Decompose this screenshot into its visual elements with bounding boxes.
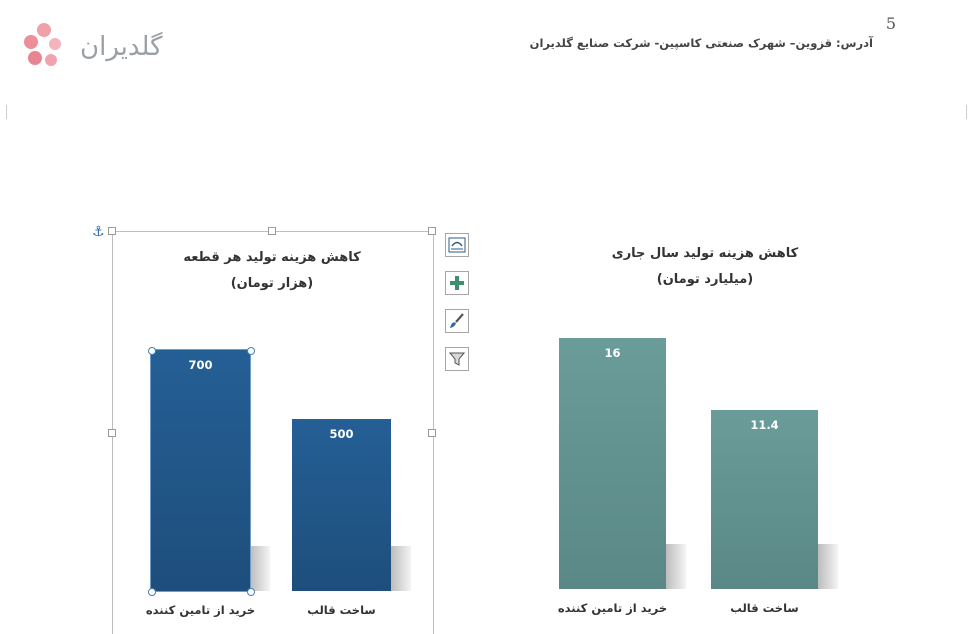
chart-filter-button[interactable] [445, 347, 469, 371]
chart-elements-button[interactable] [445, 271, 469, 295]
category-label: خرید از تامین کننده [145, 603, 256, 617]
bar-shadow [664, 544, 686, 589]
bar-shadow [389, 546, 411, 591]
chart-plot-right: 16 خرید از تامین کننده 11.4 ساخت قالب [520, 300, 880, 633]
chart-filter-icon [449, 352, 465, 366]
category-label: ساخت قالب [307, 603, 376, 617]
resize-handle[interactable] [108, 429, 116, 437]
flower-icon [24, 23, 61, 66]
bar[interactable] [711, 410, 818, 589]
layout-options-button[interactable] [445, 233, 469, 257]
category-label: ساخت قالب [730, 601, 799, 615]
margin-mark-right [966, 105, 973, 119]
margin-mark-left [0, 105, 7, 119]
anchor-icon[interactable]: ⚓ [92, 224, 105, 240]
chart-subtitle-right: (میلیارد تومان) [656, 272, 754, 287]
category-label: خرید از تامین کننده [557, 601, 668, 615]
page-number: 5 [885, 14, 896, 33]
data-label: 11.4 [750, 418, 779, 433]
chart-subtitle-left: (هزار تومان) [230, 276, 314, 291]
bar-selection-handle[interactable] [247, 588, 255, 596]
data-label: 500 [329, 426, 354, 441]
chart-styles-brush-icon [450, 313, 464, 328]
bar[interactable] [150, 349, 251, 592]
chart-elements-plus-icon [450, 276, 464, 290]
resize-handle[interactable] [268, 227, 276, 235]
bar-selection-handle[interactable] [247, 347, 255, 355]
bar-selection-handle[interactable] [148, 588, 156, 596]
layout-options-icon [448, 237, 466, 253]
chart-styles-button[interactable] [445, 309, 469, 333]
address-line: آدرس: قزوین– شهرک صنعتی کاسپین- شرکت صنا… [529, 36, 873, 50]
bar-selection-handle[interactable] [148, 347, 156, 355]
company-logo: گلدیران [22, 20, 172, 72]
bar-shadow [248, 546, 270, 591]
resize-handle[interactable] [108, 227, 116, 235]
chart-plot-left: 700 خرید از تامین کننده 500 ساخت قالب [112, 300, 432, 633]
bar[interactable] [292, 418, 391, 591]
data-label: 16 [604, 346, 621, 360]
bar[interactable] [559, 338, 666, 589]
resize-handle[interactable] [428, 227, 436, 235]
bar-shadow [816, 544, 838, 589]
logo-text: گلدیران [80, 32, 163, 62]
data-label: 700 [188, 358, 213, 372]
chart-title-left: کاهش هزینه تولید هر قطعه [183, 250, 361, 265]
chart-title-right: کاهش هزینه تولید سال جاری [611, 246, 799, 261]
resize-handle[interactable] [428, 429, 436, 437]
